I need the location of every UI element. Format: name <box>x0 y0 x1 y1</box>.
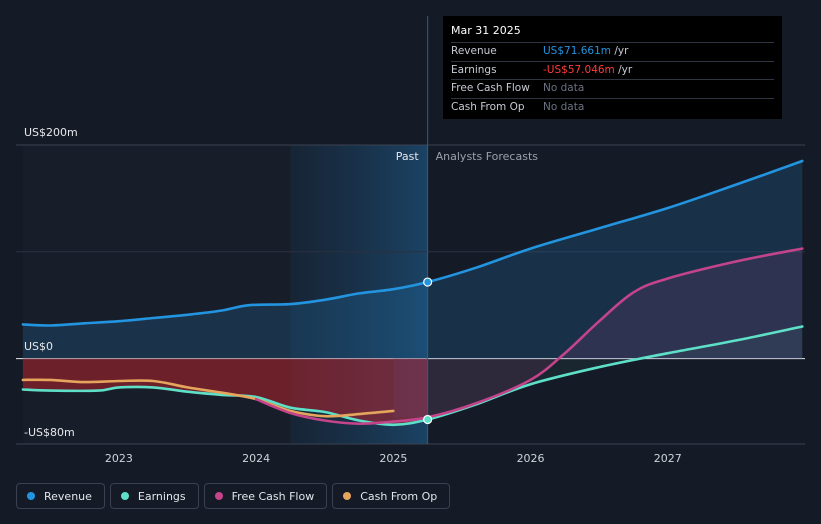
legend-dot-icon <box>120 492 129 500</box>
cash-from-op-line <box>21 378 395 418</box>
legend-item-free-cash-flow[interactable]: Free Cash Flow <box>203 483 328 509</box>
forecast-label: Analysts Forecasts <box>436 150 539 163</box>
legend-label: Free Cash Flow <box>231 489 315 503</box>
y-axis-zero-label: US$0 <box>24 340 53 353</box>
tooltip-date: Mar 31 2025 <box>451 24 521 37</box>
x-tick-label-2024: 2024 <box>242 452 270 465</box>
tooltip-unit: /yr <box>618 63 633 76</box>
tooltip-label: Earnings <box>451 63 497 76</box>
revenue-line <box>21 159 804 327</box>
tooltip-value: -US$57.046m <box>543 63 615 76</box>
earnings-forecast-area <box>427 326 803 420</box>
tooltip-row-earnings: Earnings -US$57.046m /yr <box>451 60 774 80</box>
y-axis-bottom-label: -US$80m <box>24 426 75 439</box>
past-region <box>22 145 291 444</box>
tooltip-unit: /yr <box>614 45 629 57</box>
revenue-area <box>22 161 803 359</box>
past-label: Past <box>396 150 420 163</box>
earnings-highlight-point <box>423 414 433 425</box>
legend-label: Earnings <box>137 489 186 503</box>
legend: Revenue Earnings Free Cash Flow Cash Fro… <box>16 483 455 511</box>
tooltip-value: No data <box>543 82 585 94</box>
legend-dot-icon <box>343 492 352 500</box>
free-cash-flow-past-block <box>393 358 428 418</box>
earnings-line <box>21 325 804 427</box>
y-axis-top-label: US$200m <box>24 126 78 139</box>
x-tick-label-2025: 2025 <box>379 452 407 465</box>
tooltip-label: Cash From Op <box>451 100 525 113</box>
tooltip-value: No data <box>543 100 585 113</box>
earnings-past-area <box>22 358 428 425</box>
legend-label: Revenue <box>44 489 92 503</box>
legend-label: Cash From Op <box>360 489 438 503</box>
legend-dot-icon <box>214 492 223 500</box>
revenue-highlight-point <box>423 277 433 287</box>
legend-item-earnings[interactable]: Earnings <box>109 483 199 509</box>
free-cash-flow-forecast-area <box>427 248 803 418</box>
x-tick-label-2026: 2026 <box>517 452 545 465</box>
tooltip-label: Revenue <box>451 45 497 57</box>
legend-dot-icon <box>27 492 35 500</box>
tooltip-row-free-cash-flow: Free Cash Flow No data <box>451 79 774 98</box>
tooltip-row-cash-from-op: Cash From Op No data <box>451 97 774 117</box>
tooltip: Mar 31 2025 Revenue US$71.661m /yr Earni… <box>443 16 782 119</box>
tooltip-value: US$71.661m <box>543 45 611 57</box>
free-cash-flow-line <box>254 247 804 426</box>
tooltip-label: Free Cash Flow <box>451 82 530 94</box>
legend-item-revenue[interactable]: Revenue <box>16 483 105 509</box>
x-tick-label-2027: 2027 <box>654 452 682 465</box>
x-tick-label-2023: 2023 <box>105 452 133 465</box>
tooltip-row-revenue: Revenue US$71.661m /yr <box>451 42 774 61</box>
legend-item-cash-from-op[interactable]: Cash From Op <box>332 483 451 509</box>
